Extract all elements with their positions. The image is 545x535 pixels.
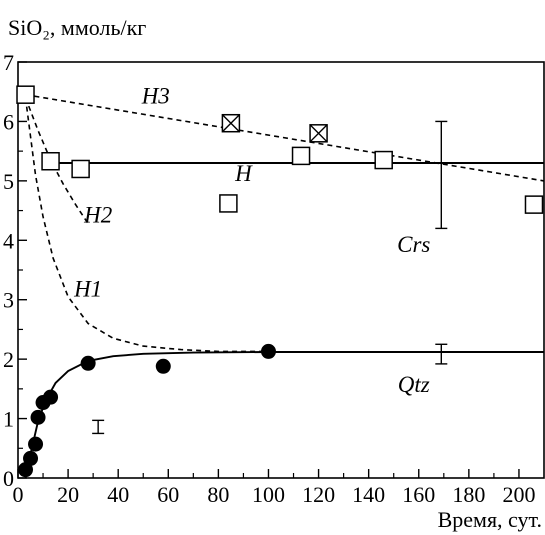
marker-cross: [309, 124, 328, 143]
square-marker: [41, 151, 60, 171]
marker-cross: [221, 114, 240, 133]
square-marker: [71, 159, 90, 179]
data-point-square: [219, 194, 238, 213]
plot-frame: [17, 61, 545, 479]
x-tick-label: 60: [157, 482, 179, 507]
y-tick-label: 4: [3, 228, 14, 253]
curve-h1: [24, 97, 269, 353]
square-marker: [219, 194, 238, 213]
annotation-qtz: Qtz: [398, 372, 430, 397]
curve-h2: [24, 97, 89, 225]
x-tick-label: 0: [13, 482, 24, 507]
y-tick-label: 7: [3, 50, 14, 75]
data-point-square: [524, 195, 544, 214]
data-point-square: [41, 151, 60, 171]
data-point-circle: [23, 450, 39, 466]
x-tick-label: 20: [57, 482, 79, 507]
x-tick-label: 120: [302, 482, 335, 507]
x-tick-label: 40: [107, 482, 129, 507]
data-point-circle: [43, 389, 59, 405]
data-point-square: [374, 150, 393, 170]
x-tick-label: 200: [502, 482, 535, 507]
data-point-crossed-square: [221, 113, 241, 133]
x-tick-label: 80: [207, 482, 229, 507]
data-point-circle: [30, 409, 46, 425]
y-tick-label: 3: [3, 288, 14, 313]
annotation-h2: H2: [83, 202, 112, 227]
square-marker: [524, 195, 544, 214]
annotation-h1: H1: [73, 277, 102, 302]
x-tick-label: 100: [252, 482, 285, 507]
curve-h3: [25, 93, 545, 182]
square-marker: [16, 85, 35, 104]
y-tick-label: 0: [3, 466, 14, 491]
data-point-circle: [155, 358, 171, 374]
data-point-circle: [18, 462, 34, 478]
data-point-square: [291, 146, 311, 166]
data-point-circle: [28, 436, 44, 452]
data-point-square: [71, 159, 90, 179]
x-tick-label: 180: [452, 482, 485, 507]
annotation-crs: Crs: [397, 232, 430, 257]
annotation-h: H: [234, 161, 253, 186]
annotation-h3: H3: [141, 84, 170, 109]
x-axis-title: Время, сут.: [438, 507, 542, 532]
y-tick-label: 2: [3, 347, 14, 372]
square-marker: [374, 150, 393, 170]
x-tick-label: 140: [352, 482, 385, 507]
data-point-circle: [80, 355, 96, 371]
x-tick-label: 160: [402, 482, 435, 507]
plot-area: 0 20 40 60 80 100 120 140 160 180 200 0 1 2 3 4 5 6 7 H3 H H2…: [3, 50, 545, 507]
square-marker: [291, 146, 311, 166]
data-point-crossed-square: [309, 124, 328, 143]
y-tick-label: 1: [3, 407, 14, 432]
curve-qtz-fit: [24, 351, 544, 479]
data-point-circle: [260, 343, 276, 359]
data-point-square: [16, 85, 35, 104]
y-axis-title: SiO₂, ммоль/кг: [8, 15, 146, 40]
y-tick-label: 5: [3, 169, 14, 194]
y-tick-label: 6: [3, 109, 14, 134]
